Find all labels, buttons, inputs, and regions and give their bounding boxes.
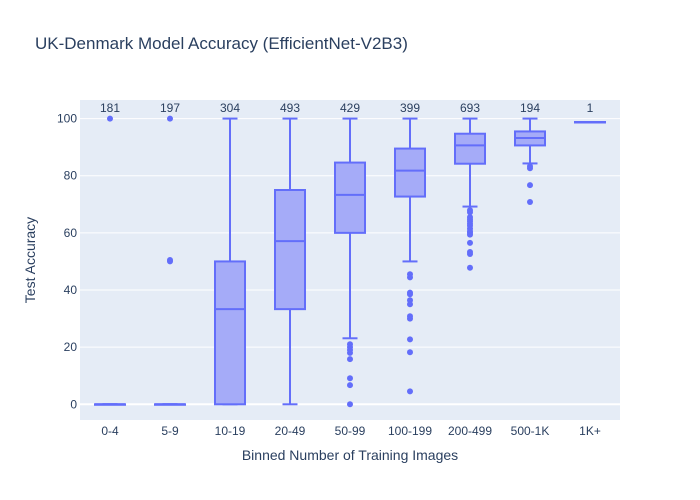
box-50-99 bbox=[334, 117, 366, 408]
outlier-point bbox=[347, 382, 353, 389]
count-labels: 181 197 304 493 429 399 693 194 1 bbox=[100, 101, 594, 115]
box-200-499 bbox=[454, 117, 486, 271]
iqr-box bbox=[334, 161, 366, 234]
x-tick-label: 50-99 bbox=[335, 424, 366, 438]
outlier-point bbox=[407, 315, 413, 322]
count-label: 399 bbox=[400, 101, 420, 115]
outlier-point bbox=[167, 115, 173, 122]
x-tick-label: 5-9 bbox=[161, 424, 179, 438]
boxes bbox=[94, 115, 606, 408]
outlier-point bbox=[467, 264, 473, 271]
box-20-49 bbox=[274, 117, 306, 406]
box-100-199 bbox=[394, 117, 426, 395]
outlier-point bbox=[407, 349, 413, 356]
box-10-19 bbox=[214, 117, 246, 406]
outlier-point bbox=[467, 239, 473, 246]
y-tick-label: 100 bbox=[57, 112, 77, 126]
outlier-point bbox=[467, 231, 473, 238]
x-tick-label: 500-1K bbox=[511, 424, 550, 438]
outlier-point bbox=[407, 388, 413, 395]
chart-title: UK-Denmark Model Accuracy (EfficientNet-… bbox=[35, 34, 408, 53]
iqr-box bbox=[274, 189, 306, 311]
iqr-box bbox=[394, 147, 426, 198]
box-1K+ bbox=[574, 121, 606, 124]
outlier-point bbox=[167, 257, 173, 263]
outlier-point bbox=[347, 349, 353, 356]
outlier-point bbox=[467, 209, 473, 216]
x-axis-title: Binned Number of Training Images bbox=[241, 447, 459, 463]
x-tick-label: 20-49 bbox=[275, 424, 306, 438]
count-label: 1 bbox=[587, 101, 594, 115]
iqr-box bbox=[454, 132, 486, 165]
count-label: 493 bbox=[280, 101, 300, 115]
y-tick-label: 0 bbox=[70, 397, 77, 411]
outlier-point bbox=[407, 274, 413, 281]
outlier-point bbox=[407, 336, 413, 343]
box-0-4 bbox=[94, 115, 126, 406]
y-axis-title: Test Accuracy bbox=[22, 216, 38, 304]
x-tick-label: 10-19 bbox=[215, 424, 246, 438]
outlier-point bbox=[347, 401, 353, 408]
x-tick-label: 200-499 bbox=[448, 424, 492, 438]
box-500-1K bbox=[514, 117, 546, 205]
outlier-point bbox=[467, 251, 473, 257]
count-label: 304 bbox=[220, 101, 240, 115]
outlier-point bbox=[527, 199, 533, 205]
outlier-point bbox=[407, 301, 413, 308]
x-tick-label: 100-199 bbox=[388, 424, 432, 438]
y-axis-ticks: 0 20 40 60 80 100 bbox=[57, 112, 77, 412]
count-label: 197 bbox=[160, 101, 180, 115]
outlier-point bbox=[527, 165, 533, 172]
count-label: 194 bbox=[520, 101, 540, 115]
outlier-point bbox=[527, 182, 533, 189]
box-5-9 bbox=[154, 115, 186, 406]
x-tick-label: 1K+ bbox=[579, 424, 601, 438]
outlier-point bbox=[107, 115, 113, 122]
y-tick-label: 20 bbox=[64, 340, 78, 354]
iqr-box bbox=[214, 260, 246, 406]
y-tick-label: 80 bbox=[64, 169, 78, 183]
outlier-point bbox=[347, 375, 353, 382]
y-tick-label: 40 bbox=[64, 283, 78, 297]
count-label: 181 bbox=[100, 101, 120, 115]
x-axis-ticks: 0-4 5-9 10-19 20-49 50-99 100-199 200-499 500-1… bbox=[101, 424, 601, 438]
outlier-point bbox=[407, 291, 413, 298]
count-label: 693 bbox=[460, 101, 480, 115]
count-label: 429 bbox=[340, 101, 360, 115]
outlier-point bbox=[347, 356, 353, 363]
y-tick-label: 60 bbox=[64, 226, 78, 240]
x-tick-label: 0-4 bbox=[101, 424, 119, 438]
